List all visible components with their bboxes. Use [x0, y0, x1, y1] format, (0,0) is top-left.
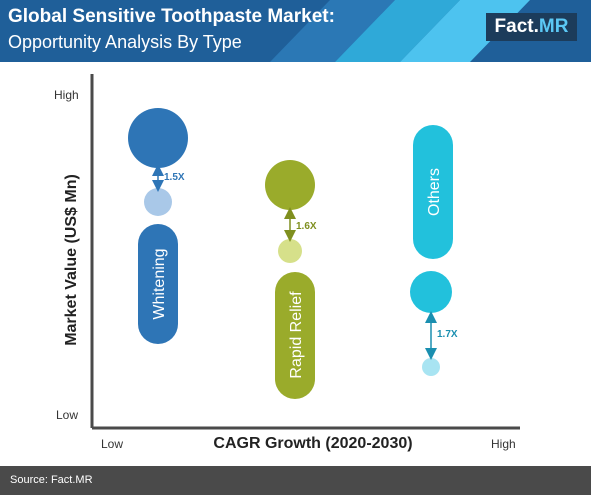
whitening-label: Whitening	[151, 248, 168, 319]
header: Global Sensitive Toothpaste Market: Oppo…	[0, 0, 591, 62]
logo-text-main: Fact	[494, 16, 534, 37]
header-stripe-mid	[335, 0, 460, 62]
others-label-pill	[413, 125, 453, 259]
bubble-chart: High Low Low High CAGR Growth (2020-2030…	[54, 74, 520, 452]
whitening-multiplier-label: 1.5X	[164, 172, 185, 183]
rapid-relief-small-bubble	[278, 239, 302, 263]
whitening-small-bubble	[144, 188, 172, 216]
others-small-bubble	[422, 358, 440, 376]
source-text: Source: Fact.MR	[10, 474, 93, 486]
rapid-relief-label-pill	[275, 272, 315, 399]
others-label: Others	[426, 168, 443, 216]
others-multiplier-label: 1.7X	[437, 329, 458, 340]
rapid-relief-large-bubble	[265, 160, 315, 210]
logo-dot: .	[533, 16, 539, 37]
x-axis-title: CAGR Growth (2020-2030)	[213, 435, 412, 452]
x-axis-high-label: High	[491, 437, 516, 451]
logo-text-accent: MR	[538, 16, 569, 37]
footer: Source: Fact.MR	[0, 466, 591, 495]
whitening-large-bubble	[128, 108, 188, 168]
header-stripe-dark	[270, 0, 395, 62]
factmr-logo: Fact.MR	[486, 13, 577, 41]
others-large-bubble	[410, 271, 452, 313]
chart-title: Global Sensitive Toothpaste Market:	[8, 6, 335, 27]
y-axis-low-label: Low	[56, 408, 78, 422]
chart-subtitle: Opportunity Analysis By Type	[8, 32, 242, 52]
y-axis-high-label: High	[54, 88, 79, 102]
y-axis-title: Market Value (US$ Mn)	[63, 174, 80, 346]
whitening-label-pill	[138, 224, 178, 344]
rapid-relief-multiplier-label: 1.6X	[296, 221, 317, 232]
rapid-relief-label: Rapid Relief	[288, 291, 305, 379]
x-axis-low-label: Low	[101, 437, 123, 451]
